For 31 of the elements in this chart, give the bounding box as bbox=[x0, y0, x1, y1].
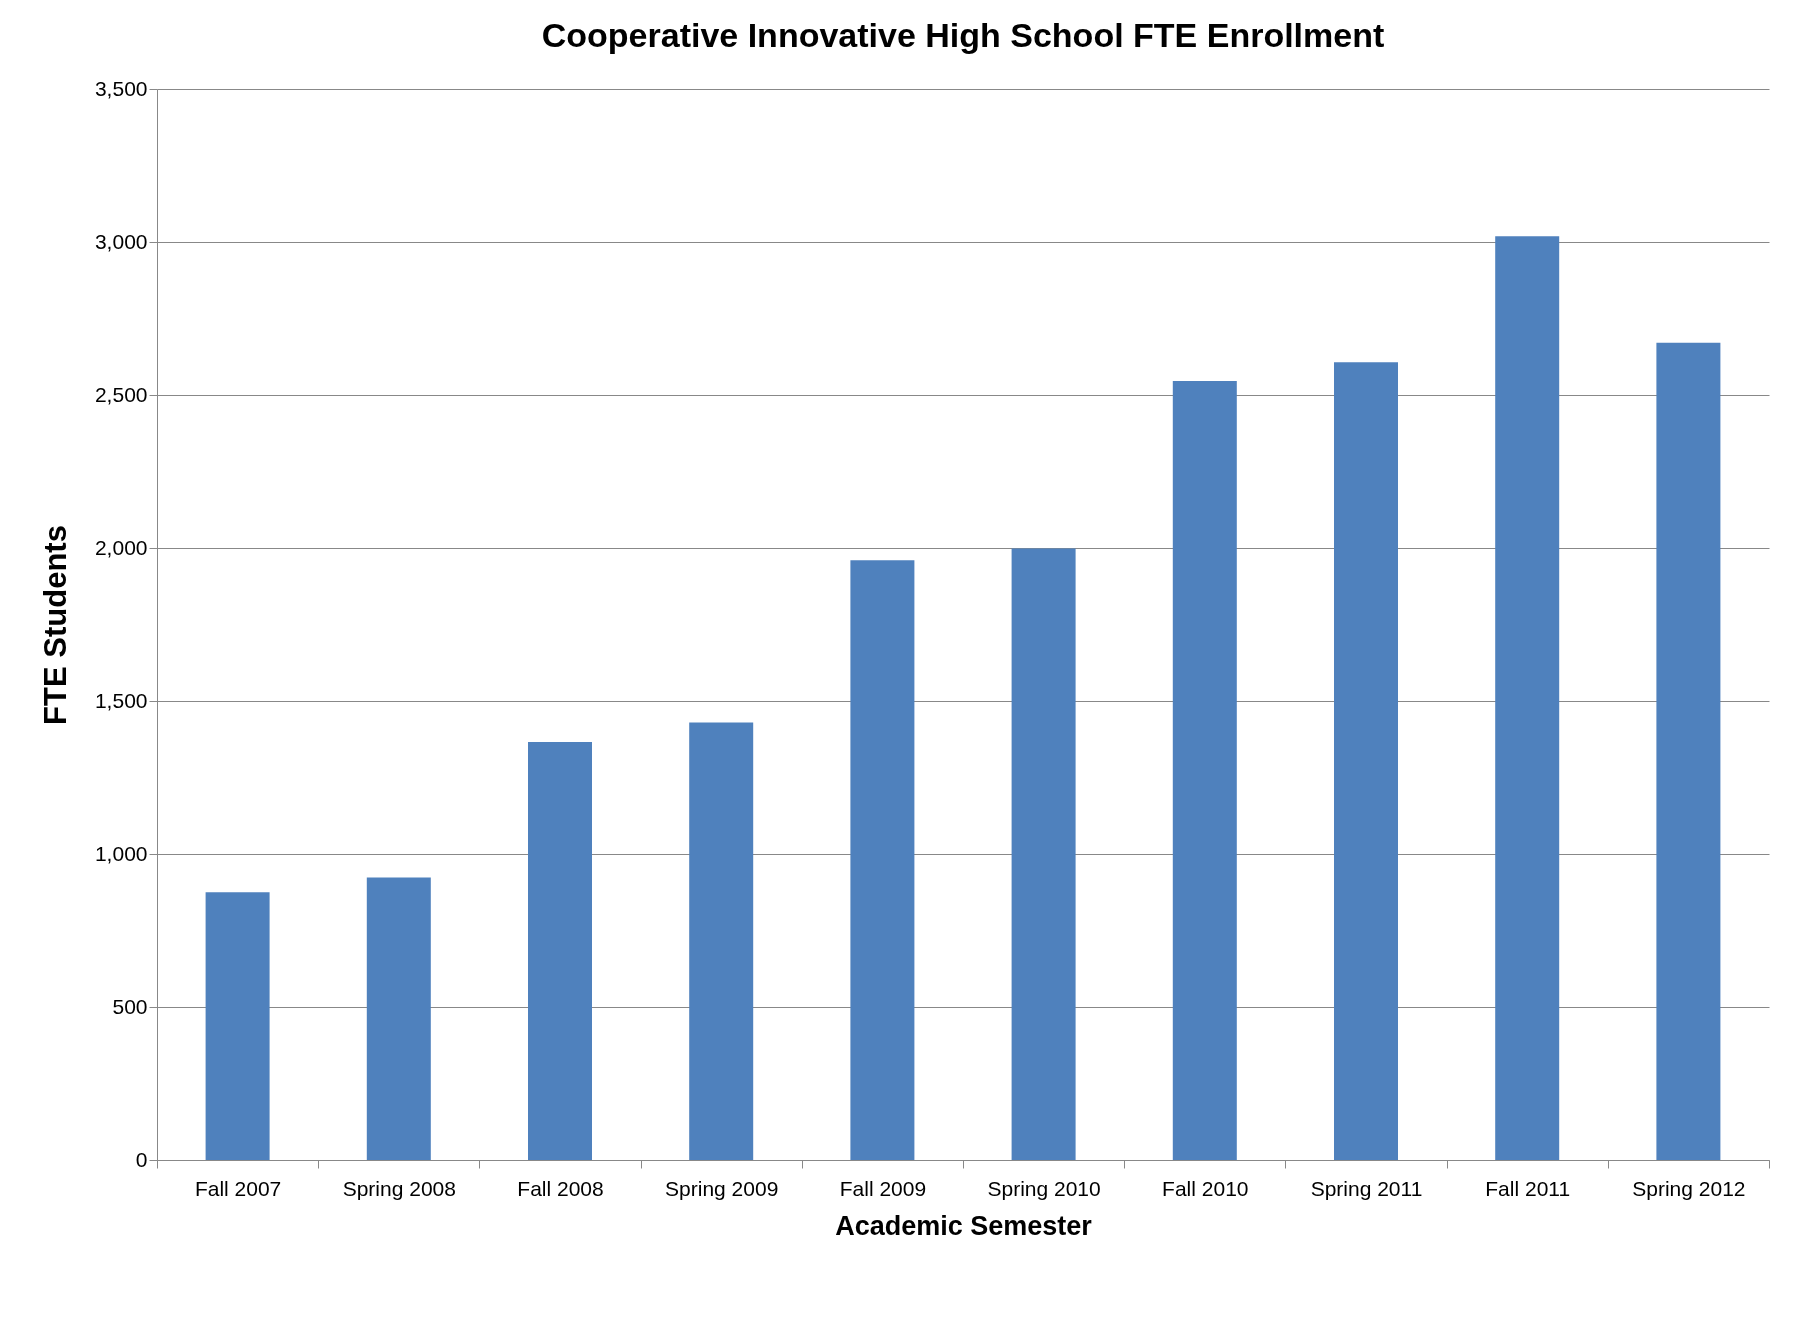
x-tick-label: Fall 2011 bbox=[1485, 1176, 1571, 1200]
y-tick-label: 2,500 bbox=[94, 382, 148, 406]
x-tick-label: Spring 2009 bbox=[665, 1176, 779, 1200]
y-tick-label: 3,500 bbox=[94, 76, 148, 100]
x-axis-title: Academic Semester bbox=[835, 1210, 1093, 1241]
bar bbox=[205, 892, 270, 1160]
y-axis-title: FTE Students bbox=[37, 525, 73, 725]
bar bbox=[1172, 380, 1237, 1160]
bar bbox=[850, 560, 915, 1160]
bar bbox=[1334, 362, 1398, 1160]
bar bbox=[1656, 342, 1721, 1160]
y-tick-label: 0 bbox=[135, 1147, 148, 1171]
bar bbox=[528, 742, 592, 1160]
y-tick-label: 3,000 bbox=[94, 229, 148, 253]
bar bbox=[1011, 548, 1076, 1160]
x-tick-label: Fall 2007 bbox=[194, 1176, 282, 1200]
bar bbox=[689, 722, 754, 1160]
y-tick-label: 1,000 bbox=[94, 841, 148, 865]
chart-title: Cooperative Innovative High School FTE Enrollment bbox=[541, 16, 1385, 54]
x-tick-label: Spring 2011 bbox=[1310, 1176, 1423, 1200]
x-tick-label: Fall 2008 bbox=[517, 1176, 604, 1200]
bar bbox=[1495, 236, 1560, 1160]
y-tick-label: 1,500 bbox=[94, 688, 148, 712]
x-tick-label: Spring 2010 bbox=[987, 1176, 1101, 1200]
x-tick-label: Spring 2008 bbox=[342, 1176, 456, 1200]
y-tick-label: 2,000 bbox=[94, 535, 148, 559]
x-tick-label: Fall 2009 bbox=[839, 1176, 927, 1200]
y-tick-label: 500 bbox=[112, 994, 148, 1018]
x-tick-label: Fall 2010 bbox=[1162, 1176, 1249, 1200]
x-tick-label: Spring 2012 bbox=[1632, 1176, 1746, 1200]
bar bbox=[366, 877, 431, 1160]
